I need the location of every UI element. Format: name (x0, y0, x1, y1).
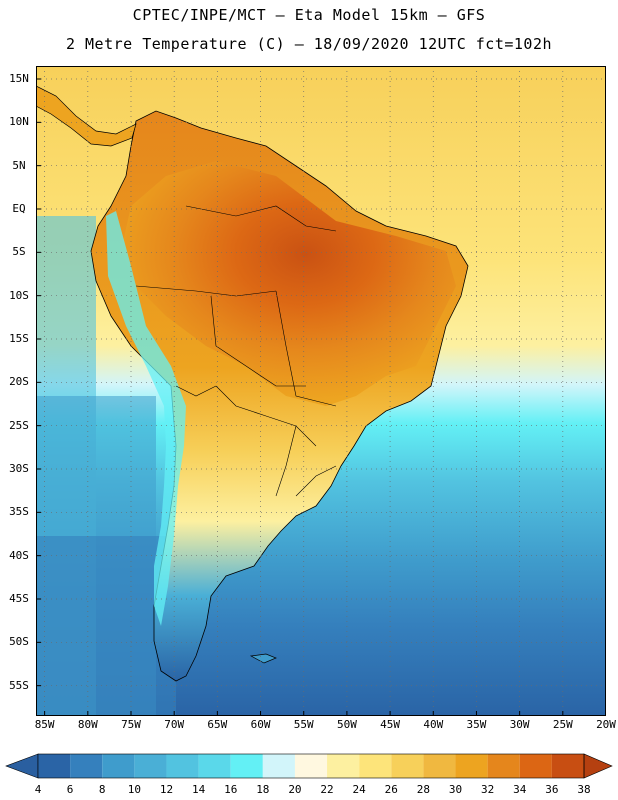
colorbar-segment (487, 754, 520, 778)
lon-label: 75W (121, 718, 141, 731)
colorbar-segment (359, 754, 392, 778)
colorbar-label: 28 (417, 783, 430, 796)
lat-label: 15S (9, 332, 29, 345)
lon-label: 55W (293, 718, 314, 731)
colorbar-label: 14 (192, 783, 206, 796)
lat-label: 15N (9, 72, 29, 85)
lat-label: 35S (9, 505, 29, 519)
colorbar-segment (551, 754, 584, 778)
lat-label: 10S (9, 288, 29, 302)
lat-label: 30S (9, 462, 29, 475)
lat-label: 25S (9, 418, 29, 432)
colorbar: 4 6 8 10 12 14 16 18 20 22 24 26 28 30 32 34 36 38 (5, 753, 613, 796)
country-borders (135, 205, 337, 497)
colorbar-label: 24 (353, 783, 367, 796)
colorbar-label: 8 (99, 783, 106, 796)
colorbar-label: 36 (545, 783, 558, 796)
colorbar-label: 10 (128, 783, 141, 796)
temperature-map (36, 66, 606, 716)
colorbar-segment (198, 754, 231, 778)
hot-interior (121, 161, 456, 406)
lon-label: 20W (596, 718, 616, 731)
colorbar-low-arrow (5, 753, 39, 779)
andes-cool-band (106, 211, 186, 626)
colorbar-label: 6 (67, 783, 74, 796)
colorbar-segment (391, 754, 424, 778)
lat-label: 20S (9, 375, 29, 389)
chart-title-line1: CPTEC/INPE/MCT – Eta Model 15km – GFS (132, 6, 486, 24)
falkland-islands (249, 653, 277, 664)
lon-label: 40W (423, 718, 444, 731)
colorbar-high-arrow (583, 753, 613, 779)
colorbar-segment (230, 754, 263, 778)
map-grid (36, 66, 606, 716)
colorbar-label: 34 (513, 783, 527, 796)
colorbar-segment (423, 754, 456, 778)
lon-label: 80W (77, 718, 98, 731)
lon-label: 25W (552, 718, 573, 731)
colorbar-label: 26 (385, 783, 398, 796)
lon-label: 45W (380, 718, 401, 731)
lon-label: 85W (34, 718, 55, 731)
colorbar-segment (262, 754, 295, 778)
lat-label: 40S (9, 548, 29, 562)
colorbar-label: 18 (256, 783, 269, 796)
lon-label: 60W (250, 718, 271, 731)
colorbar-label: 20 (288, 783, 301, 796)
colorbar-label: 30 (449, 783, 462, 796)
colorbar-label: 4 (35, 783, 42, 796)
lat-label: 5S (12, 245, 26, 259)
colorbar-label: 32 (481, 783, 494, 796)
lat-label: 10N (9, 115, 29, 129)
colorbar-segment (294, 754, 328, 778)
colorbar-segment (455, 754, 488, 778)
colorbar-segment (519, 754, 552, 778)
colorbar-segment (166, 754, 199, 778)
colorbar-label: 16 (224, 783, 237, 796)
colorbar-segment (134, 754, 167, 778)
lat-label: 45S (9, 592, 29, 605)
colorbar-label: 12 (160, 783, 173, 796)
lon-label: 65W (207, 718, 228, 731)
colorbar-segment (327, 754, 360, 778)
colorbar-segment (70, 754, 103, 778)
colorbar-label: 22 (320, 783, 333, 796)
lat-label: EQ (12, 202, 26, 215)
lat-label: 5N (12, 158, 26, 172)
lat-label: 55S (9, 678, 29, 692)
lat-label: 50S (9, 635, 29, 649)
lon-label: 70W (164, 718, 185, 731)
lon-label: 50W (336, 718, 357, 731)
colorbar-segment (38, 754, 71, 778)
colorbar-label: 38 (577, 783, 590, 796)
chart-title-line2: 2 Metre Temperature (C) – 18/09/2020 12U… (65, 35, 553, 53)
colorbar-segment (102, 754, 135, 778)
lon-label: 30W (509, 718, 530, 731)
map-frame (36, 66, 606, 716)
lon-label: 35W (466, 718, 487, 731)
central-america (36, 85, 137, 147)
